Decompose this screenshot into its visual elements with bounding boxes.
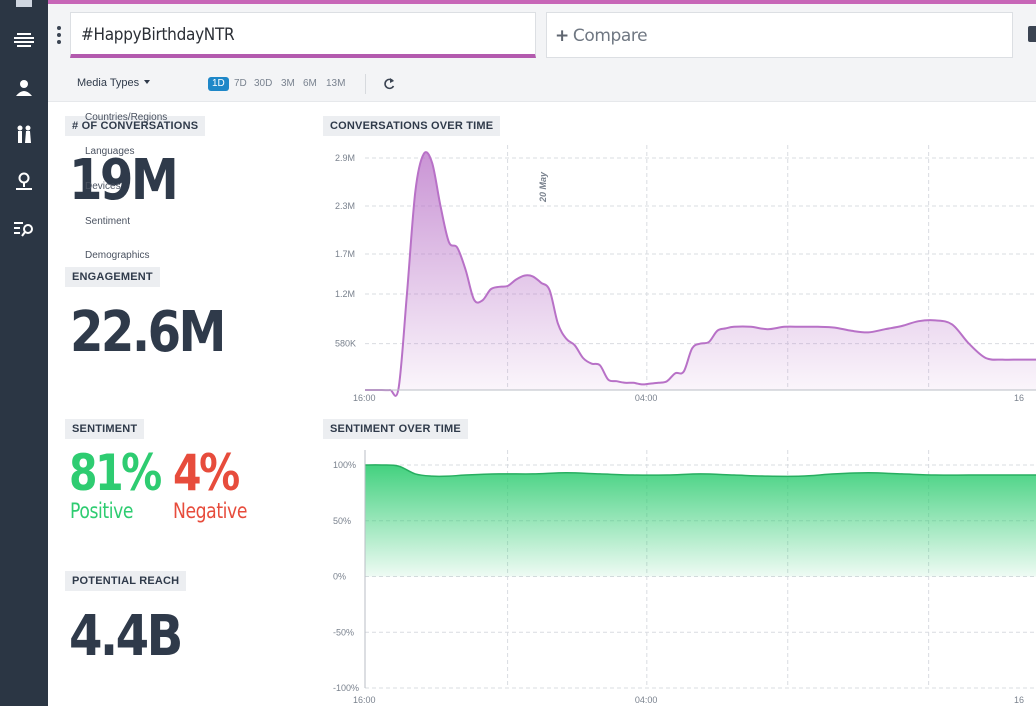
sentiment-area bbox=[365, 464, 1036, 577]
user-profile-icon[interactable] bbox=[12, 77, 36, 99]
top-accent-bar bbox=[48, 0, 1036, 4]
export-icon[interactable] bbox=[1028, 26, 1036, 42]
dashboard-icon[interactable] bbox=[12, 0, 36, 14]
plus-icon: + bbox=[555, 26, 569, 46]
engagement-value: 22.6M bbox=[70, 300, 226, 365]
media-types-label: Media Types bbox=[77, 77, 140, 89]
negative-label: Negative bbox=[173, 499, 248, 523]
search-list-icon[interactable] bbox=[12, 218, 36, 240]
range-13m[interactable]: 13M bbox=[326, 78, 346, 89]
chevron-down-icon bbox=[144, 80, 151, 84]
range-6m[interactable]: 6M bbox=[303, 78, 317, 89]
x-tick-label: 04:00 bbox=[635, 695, 658, 705]
y-tick-label: -50% bbox=[333, 627, 354, 637]
filter-bar bbox=[48, 66, 1036, 102]
y-tick-label: -100% bbox=[333, 683, 359, 693]
x-tick-label: 16 bbox=[1014, 695, 1024, 705]
range-7d[interactable]: 7D bbox=[234, 78, 247, 89]
conversations-value: 19M bbox=[69, 148, 179, 213]
range-3m[interactable]: 3M bbox=[281, 78, 295, 89]
conversations-chart: 2.9M 2.3M 1.7M 1.2M 580K 16:00 04:00 16 20 May bbox=[320, 140, 1036, 410]
y-tick-label: 1.2M bbox=[335, 289, 355, 299]
reach-label: POTENTIAL REACH bbox=[65, 571, 187, 591]
sentiment-label: SENTIMENT bbox=[65, 419, 145, 439]
x-tick-label: 16 bbox=[1014, 393, 1024, 403]
conversations-area bbox=[365, 152, 1036, 396]
conversations-chart-title: CONVERSATIONS OVER TIME bbox=[323, 116, 501, 136]
stream-icon[interactable] bbox=[12, 29, 36, 51]
sidebar bbox=[0, 0, 48, 706]
compare-label: Compare bbox=[572, 26, 648, 46]
positive-value: 81% bbox=[69, 444, 162, 502]
sentiment-chart-title: SENTIMENT OVER TIME bbox=[323, 419, 468, 439]
x-tick-label: 16:00 bbox=[353, 695, 376, 705]
range-30d[interactable]: 30D bbox=[254, 78, 273, 89]
y-tick-label: 2.3M bbox=[335, 201, 355, 211]
more-options-icon[interactable] bbox=[56, 26, 62, 44]
date-annotation: 20 May bbox=[538, 171, 548, 203]
y-tick-label: 100% bbox=[333, 460, 356, 470]
engagement-label: ENGAGEMENT bbox=[65, 267, 160, 287]
dropdown-item-countries[interactable]: Countries/Regions bbox=[85, 112, 168, 123]
conversations-line bbox=[364, 151, 1036, 397]
range-1d[interactable]: 1D bbox=[208, 77, 229, 91]
conversations-label: # OF CONVERSATIONS bbox=[65, 116, 206, 136]
y-tick-label: 580K bbox=[335, 339, 356, 349]
sentiment-chart: 100% 50% 0% -50% -100% 16:00 04:00 16 bbox=[320, 440, 1036, 706]
negative-value: 4% bbox=[173, 444, 240, 502]
divider bbox=[365, 74, 366, 94]
y-tick-label: 2.9M bbox=[335, 153, 355, 163]
dropdown-item-sentiment[interactable]: Sentiment bbox=[85, 216, 131, 227]
y-tick-label: 1.7M bbox=[335, 249, 355, 259]
media-types-dropdown[interactable]: Media Types bbox=[77, 77, 151, 89]
y-tick-label: 0% bbox=[333, 572, 346, 582]
x-tick-label: 16:00 bbox=[353, 393, 376, 403]
dropdown-item-devices[interactable]: Devices bbox=[85, 181, 121, 192]
compare-input[interactable]: + Compare bbox=[546, 12, 1013, 58]
location-icon[interactable] bbox=[12, 171, 36, 193]
query-text: #HappyBirthdayNTR bbox=[81, 25, 235, 45]
query-input[interactable]: #HappyBirthdayNTR bbox=[70, 12, 536, 58]
demographics-icon[interactable] bbox=[12, 124, 36, 146]
x-tick-label: 04:00 bbox=[635, 393, 658, 403]
refresh-icon[interactable] bbox=[383, 77, 395, 91]
y-tick-label: 50% bbox=[333, 516, 351, 526]
reach-value: 4.4B bbox=[69, 604, 183, 669]
dropdown-item-languages[interactable]: Languages bbox=[85, 146, 135, 157]
dropdown-item-demographics[interactable]: Demographics bbox=[85, 250, 150, 261]
positive-label: Positive bbox=[70, 499, 134, 523]
sentiment-line bbox=[364, 464, 1036, 478]
